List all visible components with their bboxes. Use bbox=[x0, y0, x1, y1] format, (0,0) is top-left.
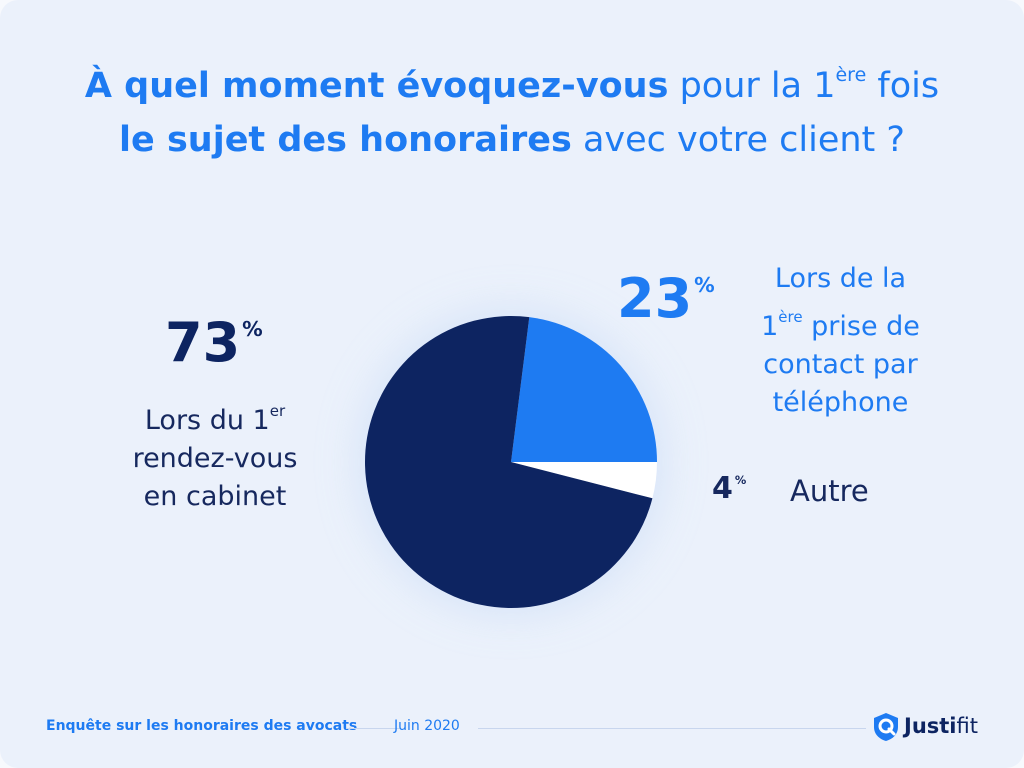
slice-23-label-sup: ère bbox=[778, 308, 803, 326]
brand-name: Justifit bbox=[904, 714, 978, 738]
title-line-2-light: avec votre client ? bbox=[582, 120, 905, 160]
footer: Enquête sur les honoraires des avocats J… bbox=[46, 713, 986, 744]
slice-4-percent: 4% bbox=[712, 474, 746, 504]
slice-4-label: Autre bbox=[790, 474, 869, 508]
slice-23-value: 23 bbox=[617, 267, 693, 330]
title-line-1-light: pour la 1 bbox=[679, 66, 836, 106]
footer-divider-1 bbox=[346, 728, 400, 729]
slice-73-label-line-3: en cabinet bbox=[143, 481, 287, 512]
slice-23-label-line-4: téléphone bbox=[772, 387, 909, 418]
title-line-1-bold: À quel moment évoquez-vous bbox=[84, 66, 669, 106]
slice-73-percent-sign: % bbox=[242, 317, 263, 342]
slice-23-label-line-2: prise de bbox=[811, 311, 920, 342]
title-line-1-sup: ère bbox=[835, 64, 867, 86]
slice-autre bbox=[511, 462, 657, 499]
title-line-1-end: fois bbox=[877, 66, 940, 106]
slice-73-label: Lors du 1er rendez-vous en cabinet bbox=[100, 392, 330, 516]
slice-lors-du-1er-rendez-vous bbox=[364, 316, 653, 608]
slice-23-percent-sign: % bbox=[694, 273, 715, 298]
slice-73-percent: 73% bbox=[165, 316, 263, 370]
slice-23-label: Lors de la 1ère prise de contact par tél… bbox=[738, 260, 943, 422]
slice-prise-de-contact-telephone bbox=[511, 317, 657, 462]
slice-73-label-line-2: rendez-vous bbox=[132, 443, 298, 474]
slice-4-value: 4 bbox=[712, 471, 733, 506]
slice-23-label-line-3: contact par bbox=[763, 349, 918, 380]
title-line-2-bold: le sujet des honoraires bbox=[119, 120, 572, 160]
slice-4-percent-sign: % bbox=[734, 473, 747, 488]
slice-23-label-line-1: Lors de la bbox=[774, 263, 907, 294]
slice-73-label-line-1: Lors du 1 bbox=[144, 405, 270, 436]
footer-divider-2 bbox=[478, 728, 866, 729]
slice-23-label-ordinal: 1 bbox=[761, 311, 779, 342]
chart-title: À quel moment évoquez-vous pour la 1ère … bbox=[0, 48, 1024, 167]
slice-73-label-sup: er bbox=[269, 402, 286, 420]
slice-23-percent: 23% bbox=[617, 272, 715, 326]
survey-name: Enquête sur les honoraires des avocats bbox=[46, 718, 358, 734]
justifit-logo-icon bbox=[874, 713, 898, 741]
title-line-1: À quel moment évoquez-vous pour la 1ère … bbox=[0, 48, 1024, 113]
title-line-2: le sujet des honoraires avec votre clien… bbox=[0, 113, 1024, 167]
brand-name-bold: Justi bbox=[904, 714, 957, 738]
brand-name-light: fit bbox=[956, 714, 978, 738]
brand: Justifit bbox=[872, 710, 992, 744]
survey-date: Juin 2020 bbox=[394, 718, 460, 734]
slice-73-value: 73 bbox=[165, 311, 241, 374]
